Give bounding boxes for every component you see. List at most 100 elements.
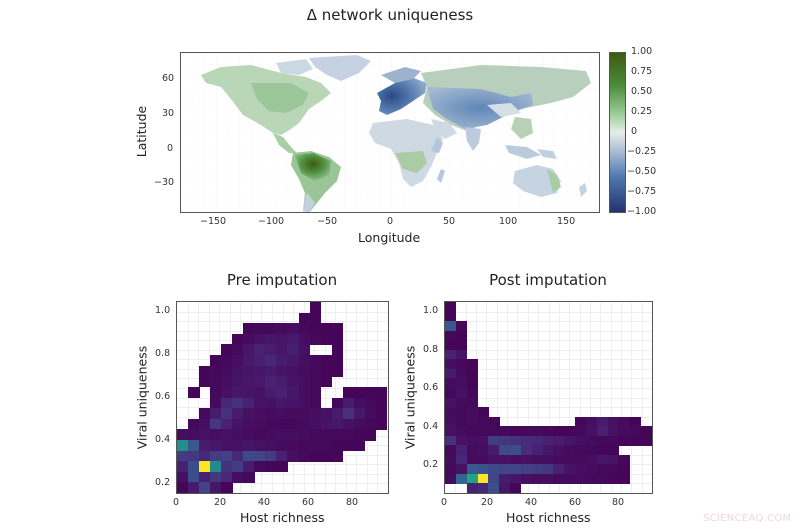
- heatmap-cell: [210, 418, 222, 430]
- heatmap-cell: [287, 376, 300, 388]
- heatmap-cell: [232, 439, 244, 452]
- world-map: [181, 53, 599, 212]
- heatmap-cell: [298, 333, 311, 346]
- heatmap-cell: [331, 397, 344, 409]
- gridline: [610, 302, 612, 493]
- pre-y-tick: 0.4: [155, 434, 171, 445]
- heatmap-cell: [564, 435, 576, 446]
- heatmap-cell: [309, 302, 322, 314]
- heatmap-cell: [232, 397, 244, 409]
- heatmap-cell: [265, 333, 278, 346]
- heatmap-cell: [331, 355, 344, 367]
- heatmap-cell: [298, 439, 311, 452]
- heatmap-cell: [342, 429, 355, 441]
- gridline: [324, 302, 326, 493]
- heatmap-cell: [298, 323, 311, 335]
- heatmap-cell: [331, 450, 344, 462]
- heatmap-cell: [353, 439, 366, 452]
- heatmap-cell: [585, 454, 598, 465]
- heatmap-cell: [298, 376, 311, 388]
- heatmap-cell: [640, 426, 652, 437]
- heatmap-cell: [320, 418, 333, 430]
- heatmap-cell: [542, 445, 554, 456]
- heatmap-cell: [221, 450, 233, 462]
- heatmap-cell: [243, 471, 255, 483]
- gridline: [558, 302, 560, 493]
- colorbar-tick: 1.00: [631, 46, 653, 57]
- heatmap-cell: [265, 408, 278, 420]
- heatmap-cell: [188, 418, 200, 430]
- heatmap-cell: [309, 333, 322, 346]
- heatmap-cell: [276, 376, 289, 388]
- heatmap-cell: [331, 344, 344, 356]
- heatmap-cell: [466, 435, 479, 446]
- heatmap-cell: [243, 323, 255, 335]
- heatmap-cell: [455, 464, 468, 475]
- heatmap-cell: [596, 445, 609, 456]
- heatmap-cell: [287, 365, 300, 377]
- heatmap-cell: [353, 397, 366, 409]
- post-x-tick: 0: [441, 497, 448, 508]
- heatmap-cell: [199, 408, 211, 420]
- heatmap-cell: [466, 397, 479, 408]
- heatmap-cell: [287, 450, 300, 462]
- heatmap-cell: [499, 473, 511, 485]
- heatmap-cell: [210, 461, 222, 473]
- post-plot-area: [444, 301, 653, 494]
- heatmap-cell: [254, 323, 266, 335]
- heatmap-cell: [477, 407, 489, 418]
- heatmap-cell: [276, 429, 289, 441]
- pre-x-tick: 80: [346, 497, 359, 508]
- heatmap-cell: [254, 355, 266, 367]
- heatmap-cell: [276, 355, 289, 367]
- heatmap-cell: [254, 461, 266, 473]
- gridline: [620, 302, 622, 493]
- heatmap-cell: [445, 359, 457, 370]
- colorbar-tick: 0.25: [631, 106, 653, 117]
- heatmap-cell: [455, 378, 468, 389]
- heatmap-cell: [287, 386, 300, 399]
- heatmap-cell: [520, 454, 533, 465]
- heatmap-cell: [298, 418, 311, 430]
- heatmap-cell: [232, 376, 244, 388]
- heatmap-cell: [629, 416, 641, 427]
- heatmap-cell: [243, 365, 255, 377]
- heatmap-cell: [640, 435, 652, 446]
- heatmap-cell: [188, 439, 200, 452]
- heatmap-cell: [298, 408, 311, 420]
- heatmap-cell: [320, 323, 333, 335]
- heatmap-cell: [298, 355, 311, 367]
- post-x-tick: 60: [569, 497, 582, 508]
- heatmap-cell: [199, 482, 211, 493]
- heatmap-cell: [221, 376, 233, 388]
- heatmap-cell: [265, 418, 278, 430]
- heatmap-cell: [287, 323, 300, 335]
- heatmap-cell: [309, 418, 322, 430]
- heatmap-cell: [445, 311, 457, 322]
- heatmap-cell: [607, 464, 619, 475]
- heatmap-cell: [629, 426, 641, 437]
- pre-x-tick: 40: [258, 497, 271, 508]
- heatmap-cell: [309, 450, 322, 462]
- heatmap-cell: [596, 416, 609, 427]
- heatmap-cell: [618, 435, 630, 446]
- heatmap-cell: [177, 429, 189, 441]
- heatmap-cell: [265, 397, 278, 409]
- heatmap-cell: [243, 344, 255, 356]
- heatmap-cell: [520, 445, 533, 456]
- heatmap-cell: [221, 418, 233, 430]
- heatmap-cell: [243, 450, 255, 462]
- heatmap-cell: [445, 368, 457, 379]
- heatmap-cell: [320, 376, 333, 388]
- heatmap-cell: [564, 445, 576, 456]
- heatmap-cell: [221, 408, 233, 420]
- heatmap-cell: [499, 483, 511, 493]
- heatmap-cell: [287, 344, 300, 356]
- heatmap-cell: [232, 429, 244, 441]
- heatmap-cell: [221, 482, 233, 493]
- heatmap-cell: [232, 365, 244, 377]
- map-plot-area: [180, 52, 600, 213]
- heatmap-cell: [265, 450, 278, 462]
- heatmap-cell: [298, 386, 311, 399]
- heatmap-cell: [309, 312, 322, 324]
